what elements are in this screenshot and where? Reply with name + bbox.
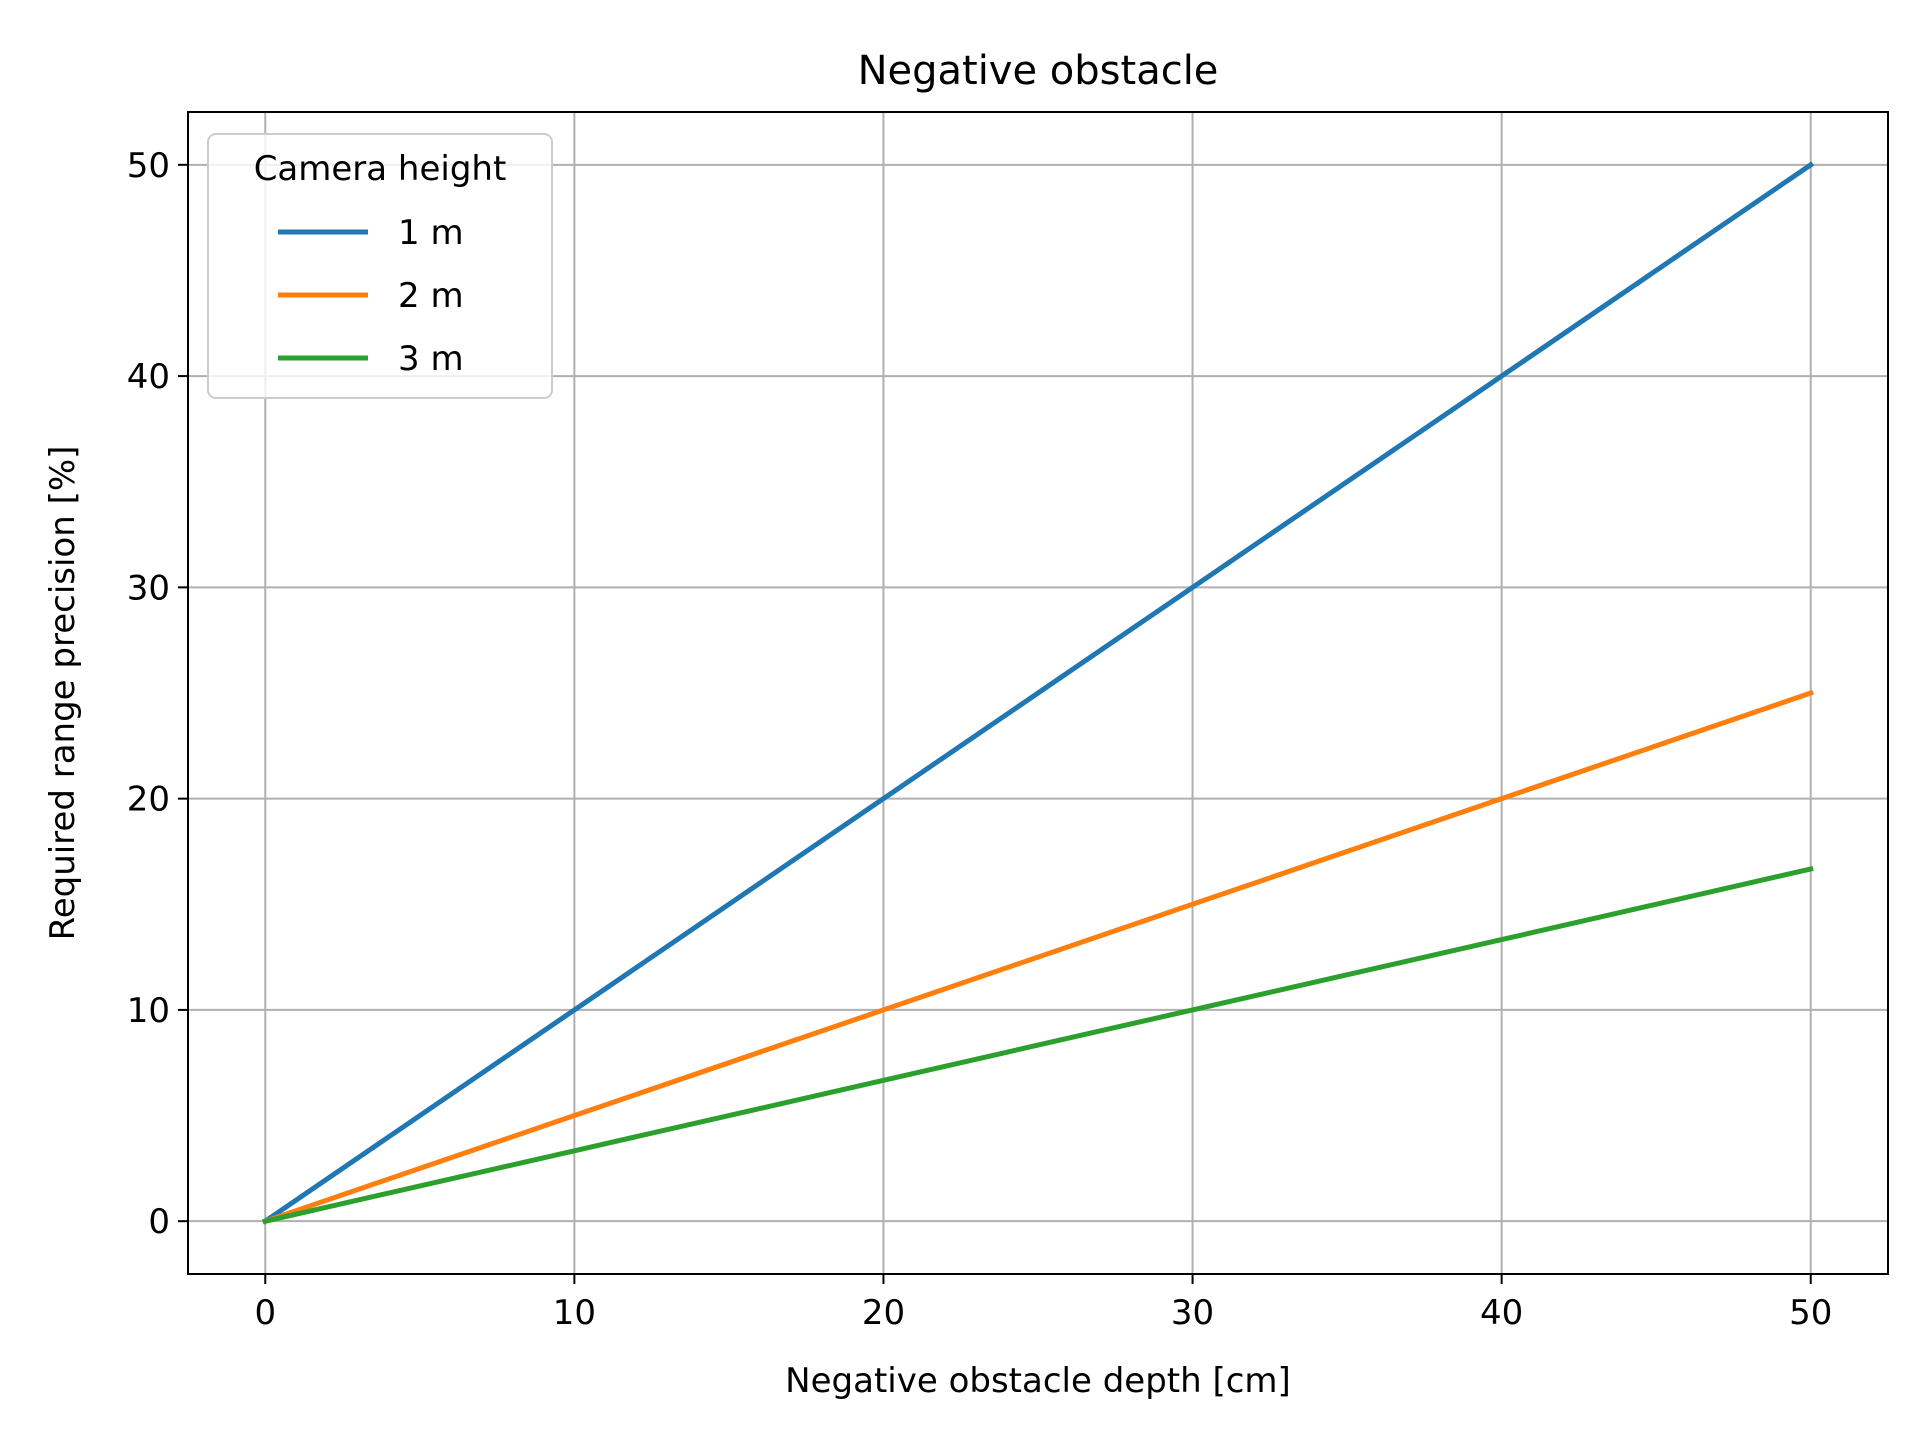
y-axis-label: Required range precision [%] (43, 446, 83, 941)
y-tick-label-4: 40 (127, 357, 170, 397)
legend-label-3: 3 m (398, 339, 464, 379)
legend: Camera height 1 m 2 m 3 m (207, 133, 553, 399)
x-tick-label-0: 0 (254, 1293, 276, 1333)
legend-title: Camera height (254, 149, 507, 189)
y-tick-label-2: 20 (127, 780, 170, 820)
x-tick-label-5: 50 (1789, 1293, 1832, 1333)
legend-label-1: 1 m (398, 213, 464, 253)
y-tick-label-0: 0 (148, 1202, 170, 1242)
y-tick-label-1: 10 (127, 991, 170, 1031)
x-tick-label-3: 30 (1171, 1293, 1214, 1333)
legend-label-2: 2 m (398, 276, 464, 316)
x-tick-label-2: 20 (862, 1293, 905, 1333)
legend-items: 1 m 2 m 3 m (278, 213, 464, 379)
series-group (261, 161, 1815, 1225)
series-line-3 (262, 866, 1814, 1225)
chart-title: Negative obstacle (858, 48, 1219, 94)
series-line-1 (261, 161, 1815, 1225)
legend-box (207, 133, 553, 399)
ticks: 0 10 20 30 40 50 0 10 20 30 40 50 (127, 146, 1833, 1333)
y-tick-label-3: 30 (127, 568, 170, 608)
plot-frame (187, 111, 1889, 1275)
series-line-2 (262, 689, 1814, 1225)
x-tick-label-1: 10 (553, 1293, 596, 1333)
y-tick-label-5: 50 (127, 146, 170, 186)
x-tick-label-4: 40 (1480, 1293, 1523, 1333)
x-axis-label: Negative obstacle depth [cm] (785, 1361, 1291, 1401)
